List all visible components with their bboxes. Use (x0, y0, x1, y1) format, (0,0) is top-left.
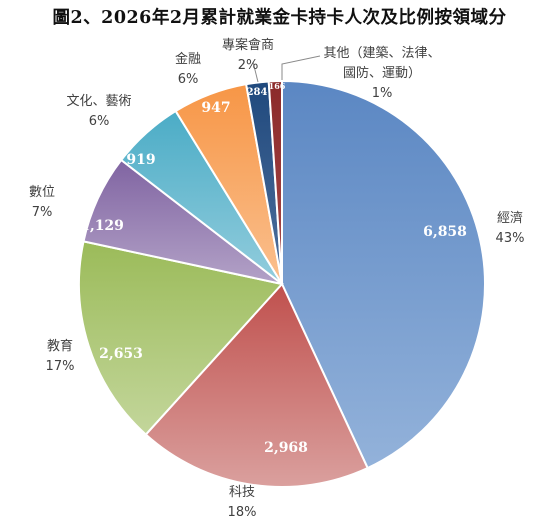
value-label: 947 (201, 100, 230, 116)
value-label: 284 (247, 87, 268, 98)
leader-line (252, 61, 259, 83)
pie-slice (78, 240, 284, 436)
chart-title: 圖2、2026年2月累計就業金卡持卡人次及比例按領域分 (52, 8, 507, 28)
leader-lines (252, 55, 321, 83)
percent-label: 6% (178, 72, 199, 87)
percent-label: 1% (372, 86, 393, 101)
value-label: 6,858 (423, 224, 467, 240)
pie-slice (267, 79, 283, 285)
value-label: 919 (126, 152, 155, 168)
pie-slice (281, 79, 486, 470)
pie-slices (78, 79, 486, 488)
category-label: 國防、運動） (343, 65, 421, 81)
category-label: 文化、藝術 (66, 94, 131, 109)
pie-slice (144, 282, 369, 488)
percent-label: 18% (228, 505, 257, 520)
percent-label: 2% (238, 58, 259, 73)
leader-line (281, 55, 321, 80)
percent-label: 43% (496, 231, 525, 246)
category-label: 經濟 (497, 210, 523, 226)
value-label: 2,653 (99, 346, 143, 362)
percent-label: 6% (89, 114, 110, 129)
category-label: 數位 (29, 185, 55, 200)
value-label: 166 (269, 81, 286, 91)
category-label: 教育 (47, 338, 73, 354)
category-label: 專案會商 (222, 38, 274, 53)
percent-label: 7% (32, 205, 53, 220)
value-label: 1,129 (80, 218, 124, 234)
category-label: 金融 (175, 51, 201, 67)
value-label: 2,968 (264, 440, 308, 456)
category-label: 其他（建築、法律、 (323, 46, 440, 61)
category-label: 科技 (229, 485, 255, 500)
category-labels: 經濟 43% 科技 18% 教育 17% 數位 7% 文化、藝術 6% 金融 6% 專案會商 2% 其他（建… (29, 38, 524, 520)
percent-label: 17% (46, 359, 75, 374)
